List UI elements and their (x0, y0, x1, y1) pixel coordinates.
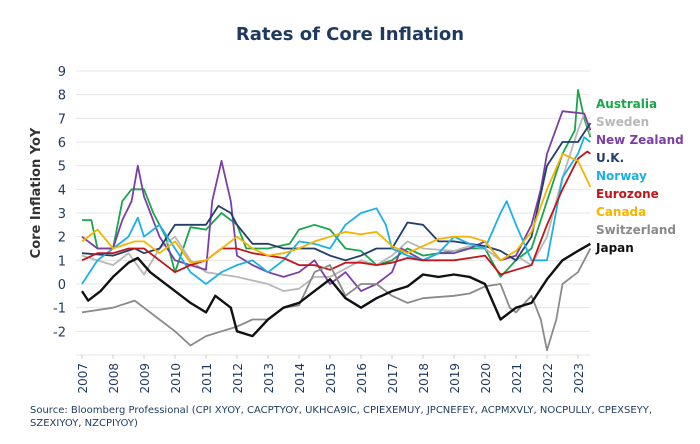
y-tick-label: -1 (53, 302, 66, 317)
x-tick-label: 2007 (76, 363, 90, 394)
series-line-canada (81, 152, 592, 264)
x-tick-label: 2020 (479, 363, 493, 394)
x-tick-label: 2017 (386, 363, 400, 394)
legend-label: Eurozone (596, 187, 659, 201)
x-tick-label: 2022 (541, 363, 555, 394)
x-tick-label: 2016 (355, 363, 369, 394)
x-tick-label: 2012 (231, 363, 245, 394)
series-line-japan (80, 242, 591, 338)
series-line-new-zealand (81, 110, 592, 293)
series-line-switzerland (81, 248, 592, 352)
y-axis-label: Core Inflation YoY (29, 127, 44, 258)
y-tick-label: 9 (58, 65, 66, 80)
x-tick-label: 2021 (510, 363, 524, 394)
x-tick-label: 2008 (107, 363, 121, 394)
y-tick-label: 7 (58, 112, 66, 127)
x-tick-label: 2019 (448, 363, 462, 394)
legend-label: Japan (595, 241, 634, 255)
legend-label: Switzerland (596, 223, 676, 237)
y-tick-label: 4 (58, 183, 66, 198)
series-line-eurozone (81, 150, 591, 276)
legend-label: Norway (596, 169, 647, 183)
y-tick-label: 2 (58, 231, 66, 246)
legend-label: Canada (596, 205, 646, 219)
y-tick-label: 8 (58, 89, 66, 104)
y-tick-label: -2 (53, 325, 66, 340)
chart-title: Rates of Core Inflation (235, 24, 465, 45)
x-tick-label: 2010 (169, 363, 183, 394)
legend-label: Australia (596, 97, 657, 111)
y-tick-label: 1 (58, 254, 66, 269)
y-tick-label: 3 (58, 207, 66, 222)
x-tick-label: 2018 (417, 363, 431, 394)
legend-label: New Zealand (596, 133, 684, 147)
legend-label: Sweden (596, 115, 649, 129)
x-tick-label: 2015 (324, 363, 338, 394)
x-tick-label: 2013 (262, 363, 276, 394)
series-line-sweden (81, 112, 592, 293)
x-tick-label: 2011 (200, 363, 214, 394)
series-line-australia (82, 89, 592, 278)
x-tick-label: 2014 (293, 363, 307, 394)
x-tick-label: 2009 (138, 363, 152, 394)
series-line-norway (81, 136, 591, 285)
y-tick-label: 6 (58, 136, 66, 151)
y-tick-label: 0 (58, 278, 66, 293)
x-tick-label: 2023 (572, 363, 586, 394)
y-tick-label: 5 (58, 160, 66, 175)
legend-label: U.K. (596, 151, 624, 165)
source-note: Source: Bloomberg Professional (CPI XYOY… (30, 405, 653, 429)
